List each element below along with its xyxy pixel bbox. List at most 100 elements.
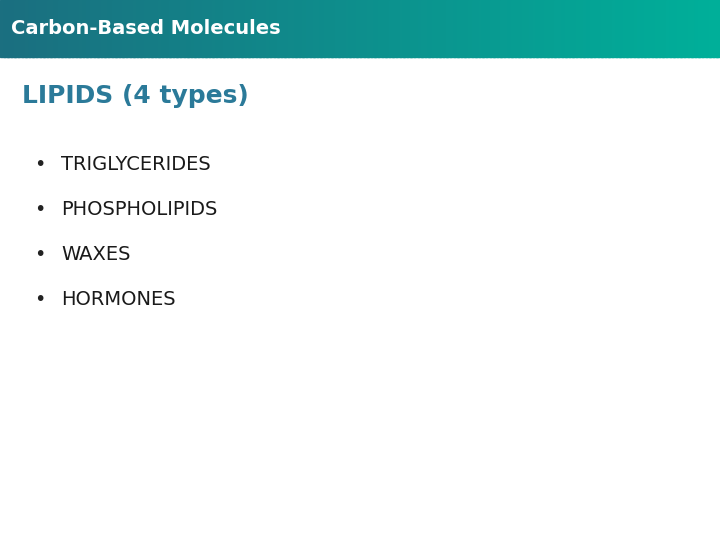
Text: •: • xyxy=(34,155,45,174)
Bar xyxy=(43,0,48,57)
Bar xyxy=(0,0,5,57)
Bar xyxy=(554,0,559,57)
Bar xyxy=(389,0,394,57)
Bar xyxy=(79,0,84,57)
Bar xyxy=(709,0,714,57)
Bar xyxy=(346,0,351,57)
Bar xyxy=(695,0,700,57)
Bar xyxy=(598,0,603,57)
Bar xyxy=(274,0,279,57)
Bar xyxy=(295,0,300,57)
Bar xyxy=(248,0,253,57)
Bar xyxy=(464,0,469,57)
Bar xyxy=(86,0,91,57)
Bar xyxy=(220,0,225,57)
Bar xyxy=(414,0,419,57)
Text: •: • xyxy=(34,200,45,219)
Bar xyxy=(605,0,610,57)
Bar xyxy=(500,0,505,57)
Bar xyxy=(76,0,81,57)
Bar xyxy=(454,0,459,57)
Bar xyxy=(205,0,210,57)
Bar xyxy=(691,0,696,57)
Bar xyxy=(468,0,473,57)
Bar xyxy=(324,0,329,57)
Bar xyxy=(641,0,646,57)
Bar xyxy=(637,0,642,57)
Bar xyxy=(421,0,426,57)
Bar xyxy=(493,0,498,57)
Bar xyxy=(230,0,235,57)
Bar xyxy=(706,0,711,57)
Bar xyxy=(158,0,163,57)
Bar xyxy=(511,0,516,57)
Bar xyxy=(144,0,149,57)
Bar xyxy=(245,0,250,57)
Bar xyxy=(54,0,59,57)
Bar xyxy=(61,0,66,57)
Bar xyxy=(29,0,34,57)
Bar xyxy=(198,0,203,57)
Bar xyxy=(601,0,606,57)
Bar xyxy=(371,0,376,57)
Bar xyxy=(540,0,545,57)
Bar xyxy=(122,0,127,57)
Bar xyxy=(7,0,12,57)
Bar xyxy=(612,0,617,57)
Bar xyxy=(580,0,585,57)
Bar xyxy=(533,0,538,57)
Bar xyxy=(90,0,95,57)
Bar xyxy=(4,0,9,57)
Bar xyxy=(11,0,16,57)
Bar xyxy=(623,0,628,57)
Bar xyxy=(331,0,336,57)
Bar xyxy=(590,0,595,57)
Bar xyxy=(461,0,466,57)
Bar xyxy=(385,0,390,57)
Text: Carbon-Based Molecules: Carbon-Based Molecules xyxy=(11,19,280,38)
Bar xyxy=(202,0,207,57)
Bar xyxy=(644,0,649,57)
Bar xyxy=(277,0,282,57)
Bar xyxy=(18,0,23,57)
Bar xyxy=(108,0,113,57)
Bar xyxy=(335,0,340,57)
Bar xyxy=(133,0,138,57)
Bar xyxy=(670,0,675,57)
Bar xyxy=(536,0,541,57)
Bar xyxy=(634,0,639,57)
Bar xyxy=(14,0,19,57)
Bar xyxy=(569,0,574,57)
Bar xyxy=(673,0,678,57)
Bar xyxy=(209,0,214,57)
Bar xyxy=(342,0,347,57)
Bar xyxy=(565,0,570,57)
Bar xyxy=(191,0,196,57)
Bar xyxy=(126,0,131,57)
Bar xyxy=(626,0,631,57)
Bar xyxy=(428,0,433,57)
Bar xyxy=(418,0,423,57)
Bar xyxy=(130,0,135,57)
Bar xyxy=(486,0,491,57)
Bar xyxy=(47,0,52,57)
Bar xyxy=(439,0,444,57)
Bar xyxy=(119,0,124,57)
Bar xyxy=(475,0,480,57)
Bar xyxy=(680,0,685,57)
Bar xyxy=(162,0,167,57)
Text: HORMONES: HORMONES xyxy=(61,289,176,309)
Bar xyxy=(353,0,358,57)
Bar xyxy=(544,0,549,57)
Bar xyxy=(216,0,221,57)
Bar xyxy=(284,0,289,57)
Bar xyxy=(374,0,379,57)
Bar xyxy=(72,0,77,57)
Bar xyxy=(410,0,415,57)
Bar xyxy=(36,0,41,57)
Bar xyxy=(551,0,556,57)
Bar xyxy=(169,0,174,57)
Bar xyxy=(306,0,311,57)
Bar xyxy=(619,0,624,57)
Bar xyxy=(194,0,199,57)
